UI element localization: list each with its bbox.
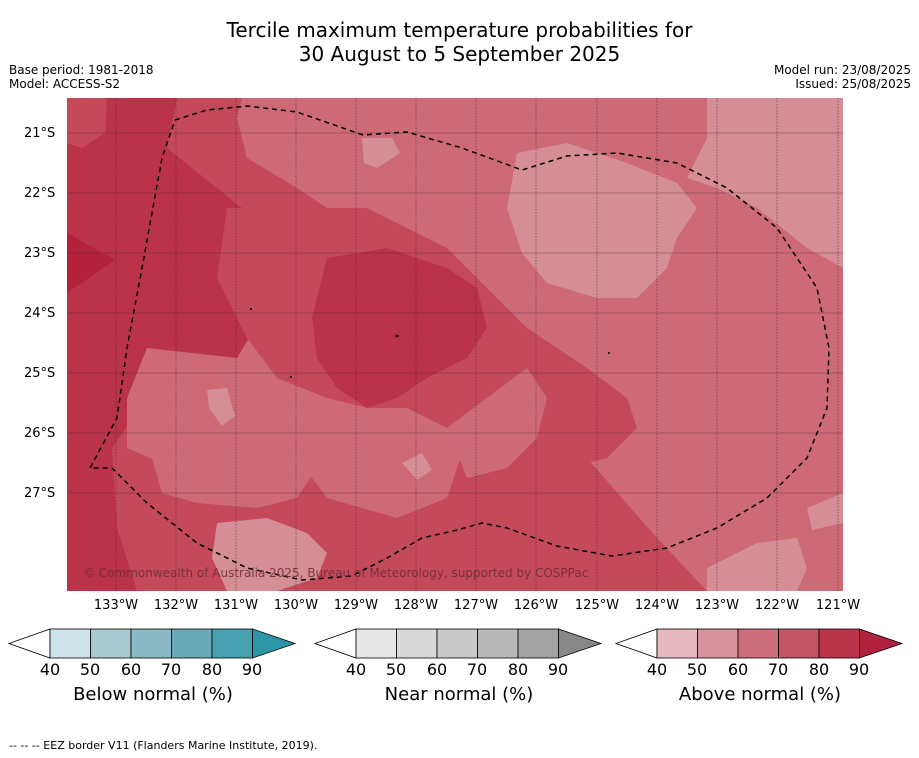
- lon-label: 131°W: [213, 598, 259, 613]
- title-line-1: Tercile maximum temperature probabilitie…: [226, 18, 693, 42]
- legend-label: Below normal (%): [73, 684, 233, 705]
- tick-label: 60: [120, 660, 142, 679]
- zone-above-60-south: [152, 428, 317, 508]
- zone-above-50-southwest: [212, 518, 327, 591]
- base-period-text: Base period: 1981-2018: [9, 63, 154, 77]
- colorbar-near-normal: [313, 628, 603, 659]
- meta-left: Base period: 1981-2018 Model: ACCESS-S2: [9, 63, 154, 91]
- tick-label: 50: [385, 660, 407, 679]
- colorbar-above-normal: [614, 628, 904, 659]
- legend-near-normal: 40 50 60 70 80 90 Near normal (%): [313, 628, 604, 705]
- island-marker: [608, 352, 610, 354]
- legend-below-normal: 40 50 60 70 80 90 Below normal (%): [7, 628, 298, 705]
- lon-label: 124°W: [634, 598, 680, 613]
- eez-border: [88, 105, 830, 581]
- lon-label: 125°W: [574, 598, 620, 613]
- legend-label: Near normal (%): [384, 684, 534, 705]
- lat-label: 23°S: [24, 246, 56, 261]
- tick-label: 90: [848, 660, 870, 679]
- eez-footnote: -- -- -- EEZ border V11 (Flanders Marine…: [9, 739, 318, 752]
- island-marker: [395, 334, 399, 338]
- island-marker: [290, 376, 292, 378]
- copyright-text: © Commonwealth of Australia 2025, Bureau…: [83, 566, 588, 580]
- model-text: Model: ACCESS-S2: [9, 77, 121, 91]
- zone-above-50-east-edge: [807, 493, 843, 530]
- zone-above-90: [67, 233, 115, 293]
- tick-label: 80: [507, 660, 529, 679]
- tick-label: 70: [767, 660, 789, 679]
- tick-label: 80: [201, 660, 223, 679]
- tick-label: 90: [241, 660, 263, 679]
- lon-label: 132°W: [153, 598, 199, 613]
- tick-label: 40: [39, 660, 61, 679]
- lat-label: 26°S: [24, 426, 56, 441]
- lat-label: 22°S: [24, 186, 56, 201]
- lon-label: 126°W: [513, 598, 559, 613]
- lat-label: 25°S: [24, 366, 56, 381]
- island-marker: [250, 308, 252, 310]
- zone-above-60-southmid: [447, 368, 547, 478]
- lat-label: 27°S: [24, 486, 56, 501]
- tick-label: 80: [808, 660, 830, 679]
- colorbar-below-normal: [7, 628, 297, 659]
- lat-label: 21°S: [24, 126, 56, 141]
- zone-above-50-west: [207, 388, 235, 426]
- model-run-text: Model run: 23/08/2025: [773, 63, 911, 77]
- tick-label: 60: [727, 660, 749, 679]
- zone-above-50-north: [362, 138, 400, 168]
- lon-label: 123°W: [694, 598, 740, 613]
- zone-above-50-south-islet: [402, 453, 432, 480]
- lon-label: 127°W: [453, 598, 499, 613]
- tick-label: 50: [79, 660, 101, 679]
- tick-label: 90: [547, 660, 569, 679]
- lon-label: 133°W: [93, 598, 139, 613]
- lat-label: 24°S: [24, 306, 56, 321]
- zone-above-60-northwest-lobe: [67, 98, 107, 148]
- map-title: Tercile maximum temperature probabilitie…: [0, 18, 919, 66]
- lon-label: 128°W: [393, 598, 439, 613]
- tick-label: 40: [345, 660, 367, 679]
- meta-right: Model run: 23/08/2025 Issued: 25/08/2025: [774, 63, 911, 91]
- tick-label: 70: [466, 660, 488, 679]
- lon-label: 130°W: [273, 598, 319, 613]
- tick-label: 60: [426, 660, 448, 679]
- lon-label: 129°W: [333, 598, 379, 613]
- tick-label: 70: [160, 660, 182, 679]
- issued-text: Issued: 25/08/2025: [795, 77, 911, 91]
- tick-label: 50: [686, 660, 708, 679]
- zone-above-50-southeast: [707, 538, 807, 591]
- legend-above-normal: 40 50 60 70 80 90 Above normal (%): [614, 628, 905, 705]
- zone-above-50-east: [507, 143, 697, 298]
- zone-above-50-northeast: [687, 98, 843, 268]
- legend-label: Above normal (%): [678, 684, 842, 705]
- lon-label: 121°W: [815, 598, 861, 613]
- lon-label: 122°W: [754, 598, 800, 613]
- probability-map: © Commonwealth of Australia 2025, Bureau…: [67, 98, 843, 591]
- title-line-2: 30 August to 5 September 2025: [298, 42, 621, 66]
- tick-label: 40: [646, 660, 668, 679]
